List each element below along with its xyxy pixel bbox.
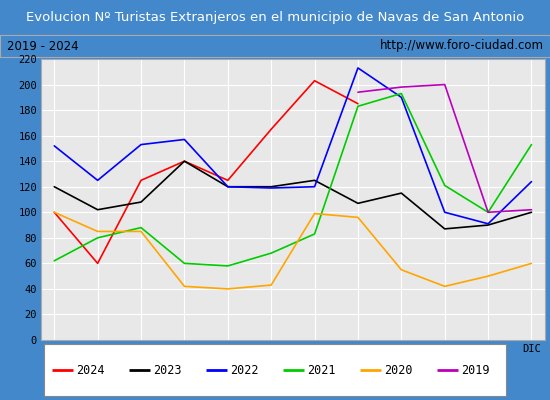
Text: 2024: 2024 xyxy=(76,364,105,376)
Text: http://www.foro-ciudad.com: http://www.foro-ciudad.com xyxy=(379,40,543,52)
Text: 2022: 2022 xyxy=(230,364,259,376)
FancyBboxPatch shape xyxy=(44,344,506,396)
Text: 2019 - 2024: 2019 - 2024 xyxy=(7,40,78,52)
Text: Evolucion Nº Turistas Extranjeros en el municipio de Navas de San Antonio: Evolucion Nº Turistas Extranjeros en el … xyxy=(26,11,524,24)
Text: 2023: 2023 xyxy=(153,364,182,376)
Text: 2019: 2019 xyxy=(461,364,490,376)
Text: 2021: 2021 xyxy=(307,364,336,376)
Text: 2020: 2020 xyxy=(384,364,413,376)
